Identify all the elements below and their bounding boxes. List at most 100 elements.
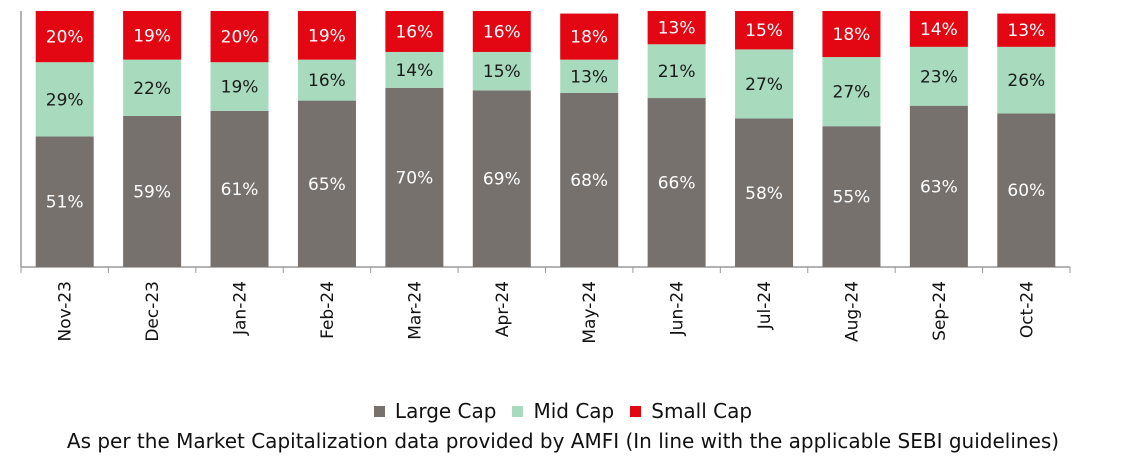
data-label-large-cap: 65% xyxy=(308,175,346,195)
data-label-mid-cap: 27% xyxy=(833,83,871,103)
data-label-large-cap: 55% xyxy=(833,188,871,208)
bar-stack: 59% 22% 19% xyxy=(123,11,182,268)
legend-swatch xyxy=(373,406,385,417)
data-label-large-cap: 66% xyxy=(658,174,696,194)
legend: Large Cap Mid Cap Small Cap xyxy=(0,398,1126,424)
data-label-mid-cap: 19% xyxy=(221,78,259,98)
data-label-large-cap: 59% xyxy=(133,182,171,202)
bar-segment-small-cap xyxy=(647,11,706,45)
data-label-mid-cap: 21% xyxy=(658,62,696,82)
footnote: As per the Market Capitalization data pr… xyxy=(66,429,1060,453)
data-label-small-cap: 14% xyxy=(920,20,958,40)
bar-segment-mid-cap xyxy=(560,59,619,93)
data-label-small-cap: 16% xyxy=(483,22,521,42)
legend-label: Large Cap xyxy=(394,399,497,423)
bar-segment-small-cap xyxy=(909,11,968,47)
bar-segment-mid-cap xyxy=(997,46,1056,114)
data-label-mid-cap: 15% xyxy=(483,62,521,82)
bar-segment-large-cap xyxy=(647,98,706,267)
bar-segment-large-cap xyxy=(909,105,968,267)
bar-stack: 60% 26% 13% xyxy=(997,13,1056,268)
data-label-small-cap: 18% xyxy=(570,28,608,48)
data-label-mid-cap: 29% xyxy=(46,90,84,110)
bar-segment-small-cap xyxy=(560,13,619,60)
data-label-large-cap: 63% xyxy=(920,177,958,197)
data-label-mid-cap: 16% xyxy=(308,71,346,91)
x-tick-label: Dec-23 xyxy=(143,281,163,342)
x-tick-label: Oct-24 xyxy=(1017,281,1037,338)
data-label-small-cap: 19% xyxy=(308,26,346,46)
data-label-large-cap: 58% xyxy=(745,184,783,204)
bar-segment-large-cap xyxy=(997,113,1056,268)
data-label-mid-cap: 23% xyxy=(920,67,958,87)
data-label-mid-cap: 13% xyxy=(570,67,608,87)
data-label-large-cap: 51% xyxy=(46,193,84,213)
data-label-large-cap: 70% xyxy=(395,168,433,188)
data-label-mid-cap: 22% xyxy=(133,79,171,99)
bar-segment-small-cap xyxy=(997,13,1056,47)
legend-label: Small Cap xyxy=(651,399,753,423)
bar-segment-large-cap xyxy=(822,126,881,267)
bar-stack: 69% 15% 16% xyxy=(472,11,531,267)
chart-canvas: 51% 29% 20% Nov-23 59% 22% 19% Dec-23 61% 19% 20% J… xyxy=(20,11,1071,344)
bar-stack: 58% 27% 15% xyxy=(735,11,794,268)
x-tick-label: Nov-23 xyxy=(56,281,76,342)
bar-segment-small-cap xyxy=(735,11,794,50)
stacked-bar-chart: 51% 29% 20% Nov-23 59% 22% 19% Dec-23 61% 19% 20% J… xyxy=(20,11,1071,344)
bar-stack: 55% 27% 18% xyxy=(822,11,881,267)
bar-segment-small-cap xyxy=(123,11,182,60)
bar-segment-large-cap xyxy=(35,136,94,267)
legend-label: Mid Cap xyxy=(533,399,615,423)
x-tick-label: Apr-24 xyxy=(493,281,513,337)
data-label-small-cap: 20% xyxy=(221,28,259,48)
bar-segment-small-cap xyxy=(35,11,94,63)
bar-segment-mid-cap xyxy=(909,46,968,106)
legend-swatch xyxy=(512,406,524,417)
bar-stack: 61% 19% 20% xyxy=(210,11,269,267)
data-label-mid-cap: 14% xyxy=(395,61,433,81)
data-label-small-cap: 20% xyxy=(46,28,84,48)
bar-segment-mid-cap xyxy=(210,62,269,111)
bar-segment-small-cap xyxy=(210,11,269,63)
bar-segment-large-cap xyxy=(297,100,356,267)
bar-stack: 66% 21% 13% xyxy=(647,11,706,267)
data-label-small-cap: 19% xyxy=(133,26,171,46)
x-tick-label: Jul-24 xyxy=(755,281,775,330)
x-tick-label: Jun-24 xyxy=(668,281,688,336)
bar-stack: 63% 23% 14% xyxy=(909,11,968,267)
data-label-mid-cap: 26% xyxy=(1007,71,1045,91)
data-label-large-cap: 61% xyxy=(221,180,259,200)
legend-item-large-cap: Large Cap xyxy=(373,398,497,424)
bar-segment-mid-cap xyxy=(297,59,356,101)
bar-segment-mid-cap xyxy=(647,44,706,99)
bar-segment-large-cap xyxy=(560,92,619,267)
bar-stack: 51% 29% 20% xyxy=(35,11,94,267)
bar-segment-large-cap xyxy=(735,118,794,268)
data-label-large-cap: 68% xyxy=(570,171,608,191)
bar-segment-large-cap xyxy=(472,90,531,267)
data-label-large-cap: 60% xyxy=(1007,181,1045,201)
legend-swatch xyxy=(630,406,642,417)
data-label-small-cap: 13% xyxy=(1007,21,1045,41)
x-tick-label: Mar-24 xyxy=(405,281,425,340)
data-label-mid-cap: 27% xyxy=(745,75,783,95)
bar-segment-mid-cap xyxy=(35,62,94,137)
bar-segment-small-cap xyxy=(385,11,444,52)
x-tick-label: Sep-24 xyxy=(930,281,950,341)
x-tick-label: Aug-24 xyxy=(842,281,862,342)
bar-segment-large-cap xyxy=(210,110,269,267)
bar-segment-small-cap xyxy=(297,11,356,60)
bar-segment-large-cap xyxy=(123,115,182,268)
bar-segment-mid-cap xyxy=(123,59,182,116)
x-tick-label: Jan-24 xyxy=(231,281,251,336)
legend-item-small-cap: Small Cap xyxy=(630,398,752,424)
data-label-small-cap: 13% xyxy=(658,19,696,39)
data-label-small-cap: 18% xyxy=(833,25,871,45)
bar-stack: 70% 14% 16% xyxy=(385,11,444,267)
bar-stack: 68% 13% 18% xyxy=(560,13,619,267)
bar-segment-mid-cap xyxy=(822,57,881,127)
bar-stack: 65% 16% 19% xyxy=(297,11,356,267)
x-tick-label: Feb-24 xyxy=(318,281,338,339)
data-label-small-cap: 16% xyxy=(395,22,433,42)
bar-segment-large-cap xyxy=(385,87,444,267)
